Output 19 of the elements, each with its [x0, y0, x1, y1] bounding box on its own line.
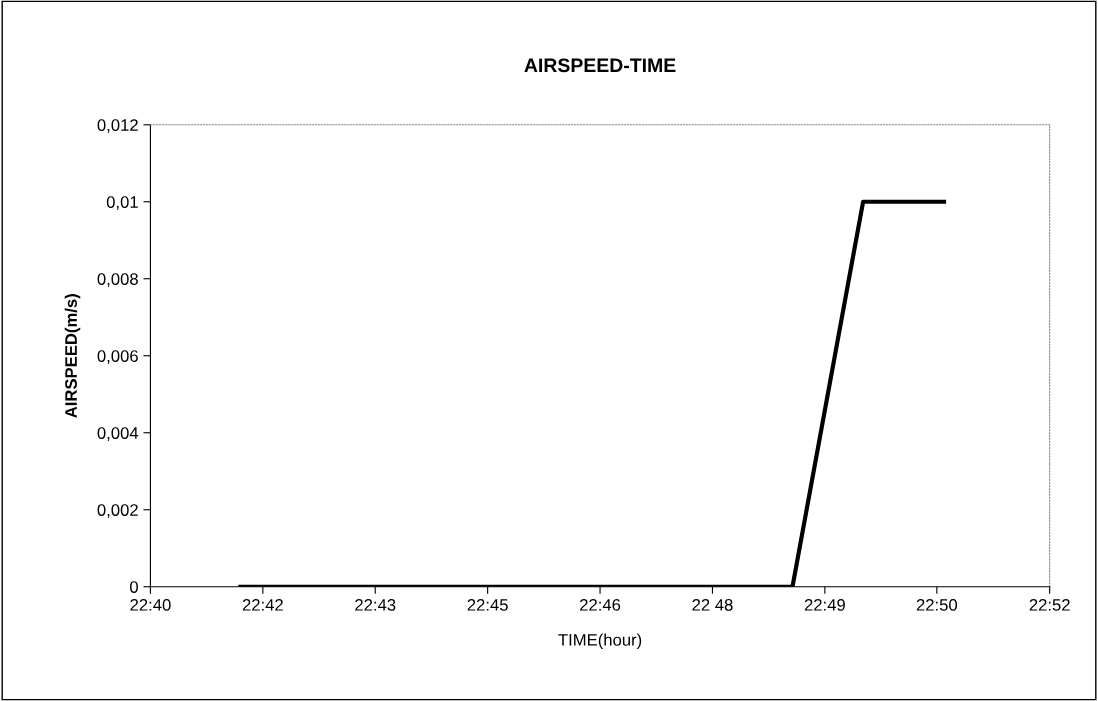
x-tick-label: 22:40	[130, 598, 171, 611]
y-tick-label: 0,002	[97, 504, 138, 518]
y-tick-label: 0,012	[97, 119, 138, 133]
x-tick-label: 22:49	[804, 598, 845, 611]
x-tick-label: 22:46	[580, 598, 621, 611]
y-axis-title: AIRSPEED(m/s)	[64, 294, 81, 418]
y-tick-label: 0,006	[97, 350, 138, 364]
y-tick-label: 0,008	[97, 273, 138, 287]
x-tick-label: 22:52	[1029, 598, 1070, 611]
x-tick-label: 22:50	[916, 598, 958, 611]
chart-title: AIRSPEED-TIME	[524, 58, 676, 73]
x-tick-label: 22:45	[467, 598, 508, 611]
x-tick-label: 22 48	[692, 598, 733, 611]
y-tick-label: 0,01	[106, 196, 138, 210]
x-tick-label: 22:43	[355, 598, 396, 611]
y-tick-label: 0	[130, 581, 138, 593]
x-axis-title: TIME(hour)	[558, 633, 642, 650]
y-tick-label: 0,004	[97, 427, 139, 441]
x-tick-label: 22:42	[242, 598, 283, 611]
